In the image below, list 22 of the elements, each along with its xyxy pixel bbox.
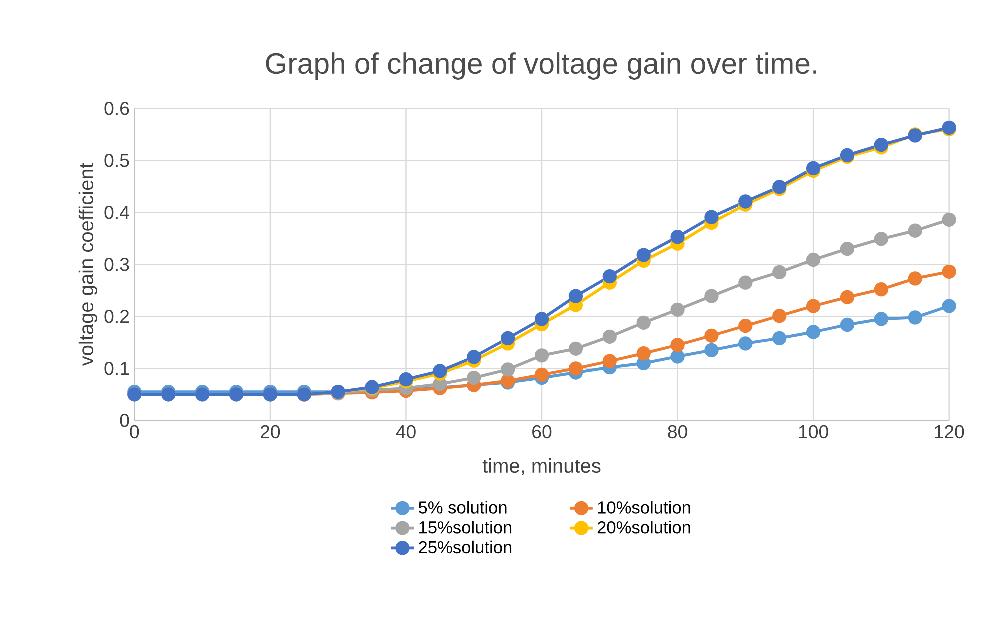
legend-label: 25%solution <box>419 540 512 554</box>
legend-label: 15%solution <box>420 521 512 534</box>
y-tick-label: 0.6 <box>104 102 130 116</box>
x-tick-label: 40 <box>396 425 416 439</box>
x-tick-label: 60 <box>532 425 552 439</box>
y-tick-label: 0.3 <box>104 258 130 272</box>
y-axis-title: voltage gain coefficient <box>78 163 98 366</box>
chart-title: Graph of change of voltage gain over time. <box>266 52 816 80</box>
x-tick-label: 0 <box>130 425 140 439</box>
y-tick-label: 0.2 <box>104 310 130 324</box>
y-tick-label: 0.5 <box>104 154 130 168</box>
x-axis-title: time, minutes <box>482 458 601 476</box>
x-tick-label: 80 <box>668 425 688 439</box>
x-tick-label: 100 <box>799 425 828 439</box>
x-tick-label: 20 <box>261 425 280 439</box>
legend-label: 5% solution <box>418 501 507 514</box>
y-tick-label: 0.1 <box>104 362 130 376</box>
legend-label: 20%solution <box>598 521 690 534</box>
y-tick-label: 0 <box>120 414 130 428</box>
legend-label: 10%solution <box>598 501 690 514</box>
y-tick-label: 0.4 <box>104 206 130 220</box>
x-tick-label: 120 <box>935 425 964 439</box>
